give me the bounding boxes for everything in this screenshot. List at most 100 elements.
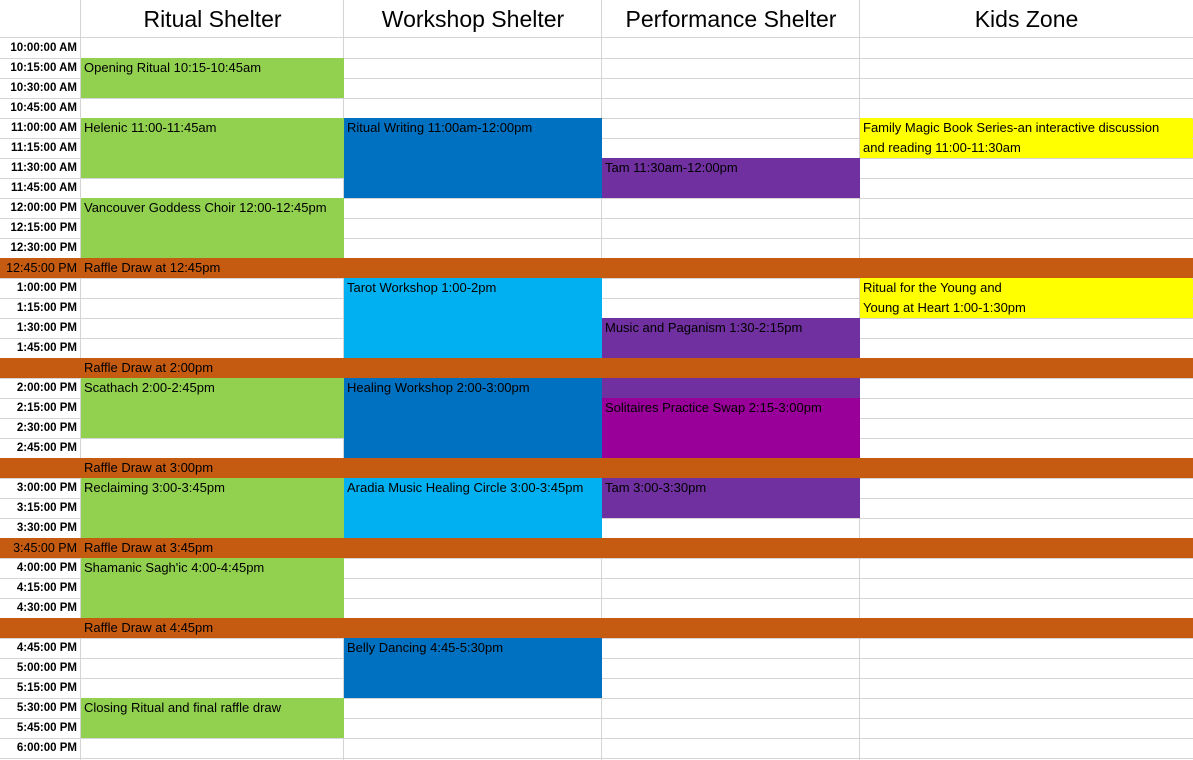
event-label: Ritual Writing 11:00am-12:00pm xyxy=(347,120,533,135)
event-fill xyxy=(344,118,602,198)
event-fill xyxy=(81,118,344,178)
event-label: and reading 11:00-11:30am xyxy=(863,140,1021,155)
row-gridline xyxy=(0,598,1193,599)
time-label: 3:15:00 PM xyxy=(16,502,77,514)
row-gridline xyxy=(0,238,1193,239)
event-label: Tam 3:00-3:30pm xyxy=(605,480,707,495)
time-label: 2:00:00 PM xyxy=(16,382,77,394)
time-label: 5:30:00 PM xyxy=(16,702,77,714)
time-label: 4:30:00 PM xyxy=(16,602,77,614)
time-label: 5:15:00 PM xyxy=(16,682,77,694)
event-fill xyxy=(344,478,602,538)
column-header: Ritual Shelter xyxy=(143,5,282,32)
time-label: 4:45:00 PM xyxy=(16,642,77,654)
event-fill xyxy=(344,278,602,358)
time-label: 11:30:00 AM xyxy=(10,162,77,174)
event-fill xyxy=(602,378,860,398)
time-label: 3:30:00 PM xyxy=(16,522,77,534)
time-label: 1:45:00 PM xyxy=(16,342,77,354)
raffle-band xyxy=(0,358,1193,378)
event-fill xyxy=(81,58,344,98)
event-label: Tarot Workshop 1:00-2pm xyxy=(347,280,497,295)
time-label: 4:15:00 PM xyxy=(16,582,77,594)
time-label: 2:15:00 PM xyxy=(16,402,77,414)
row-gridline xyxy=(0,78,1193,79)
time-label: 6:00:00 PM xyxy=(16,742,77,754)
event-fill xyxy=(81,558,344,618)
time-label: 1:15:00 PM xyxy=(16,302,77,314)
event-label: Vancouver Goddess Choir 12:00-12:45pm xyxy=(84,200,327,215)
event-label: Scathach 2:00-2:45pm xyxy=(84,380,215,395)
time-label: 11:45:00 AM xyxy=(10,182,77,194)
row-gridline xyxy=(0,738,1193,739)
column-header: Workshop Shelter xyxy=(381,5,565,32)
time-label: 3:45:00 PM xyxy=(13,541,77,555)
row-gridline xyxy=(0,578,1193,579)
raffle-label: Raffle Draw at 2:00pm xyxy=(84,360,214,375)
raffle-label: Raffle Draw at 12:45pm xyxy=(84,260,221,275)
column-header: Performance Shelter xyxy=(625,5,837,32)
time-label: 12:45:00 PM xyxy=(6,261,77,275)
time-label: 1:30:00 PM xyxy=(16,322,77,334)
time-label: 5:00:00 PM xyxy=(16,662,77,674)
raffle-band xyxy=(0,538,1193,558)
time-label: 4:00:00 PM xyxy=(16,562,77,574)
time-label: 10:15:00 AM xyxy=(10,62,77,74)
raffle-label: Raffle Draw at 3:45pm xyxy=(84,540,214,555)
event-fill xyxy=(81,198,344,258)
event-label: Shamanic Sagh'ic 4:00-4:45pm xyxy=(84,560,265,575)
event-fill xyxy=(602,158,860,198)
row-gridline xyxy=(0,698,1193,699)
row-gridline xyxy=(0,718,1193,719)
event-fill xyxy=(344,378,602,458)
raffle-band xyxy=(0,258,1193,278)
raffle-band xyxy=(0,458,1193,478)
event-fill xyxy=(602,478,860,518)
event-fill xyxy=(81,698,344,738)
time-label: 11:15:00 AM xyxy=(10,142,77,154)
time-label: 12:30:00 PM xyxy=(10,242,77,254)
event-fill xyxy=(344,638,602,698)
event-fill xyxy=(81,478,344,538)
event-label: Tam 11:30am-12:00pm xyxy=(605,160,738,175)
time-label: 2:30:00 PM xyxy=(16,422,77,434)
time-label: 10:45:00 AM xyxy=(10,102,77,114)
event-fill xyxy=(860,118,1192,158)
event-fill xyxy=(602,318,860,358)
event-fill xyxy=(81,378,344,438)
time-label: 10:00:00 AM xyxy=(10,42,77,54)
row-gridline xyxy=(0,98,1193,99)
row-gridline xyxy=(0,758,1193,759)
time-label: 2:45:00 PM xyxy=(16,442,77,454)
event-label: Belly Dancing 4:45-5:30pm xyxy=(347,640,504,655)
event-fill xyxy=(602,398,860,458)
column-header: Kids Zone xyxy=(974,5,1079,32)
row-gridline xyxy=(0,558,1193,559)
event-label: Closing Ritual and final raffle draw xyxy=(84,700,282,715)
event-label: Young at Heart 1:00-1:30pm xyxy=(863,300,1026,315)
event-label: Ritual for the Young and xyxy=(863,280,1002,295)
event-label: Opening Ritual 10:15-10:45am xyxy=(84,60,262,75)
raffle-label: Raffle Draw at 3:00pm xyxy=(84,460,214,475)
time-label: 10:30:00 AM xyxy=(10,82,77,94)
raffle-label: Raffle Draw at 4:45pm xyxy=(84,620,214,635)
raffle-band xyxy=(0,618,1193,638)
event-label: Reclaiming 3:00-3:45pm xyxy=(84,480,225,495)
event-fill xyxy=(860,278,1192,318)
column-gridline xyxy=(80,0,81,760)
time-label: 1:00:00 PM xyxy=(16,282,77,294)
time-label: 12:15:00 PM xyxy=(10,222,77,234)
time-label: 12:00:00 PM xyxy=(10,202,77,214)
event-label: Solitaires Practice Swap 2:15-3:00pm xyxy=(605,400,822,415)
time-label: 3:00:00 PM xyxy=(16,482,77,494)
event-label: Helenic 11:00-11:45am xyxy=(84,120,217,135)
event-label: Aradia Music Healing Circle 3:00-3:45pm xyxy=(347,480,584,495)
time-label: 11:00:00 AM xyxy=(10,122,77,134)
row-gridline xyxy=(0,58,1193,59)
row-gridline xyxy=(0,218,1193,219)
event-label: Family Magic Book Series-an interactive … xyxy=(863,120,1160,135)
time-label: 5:45:00 PM xyxy=(16,722,77,734)
event-label: Music and Paganism 1:30-2:15pm xyxy=(605,320,803,335)
event-label: Healing Workshop 2:00-3:00pm xyxy=(347,380,530,395)
